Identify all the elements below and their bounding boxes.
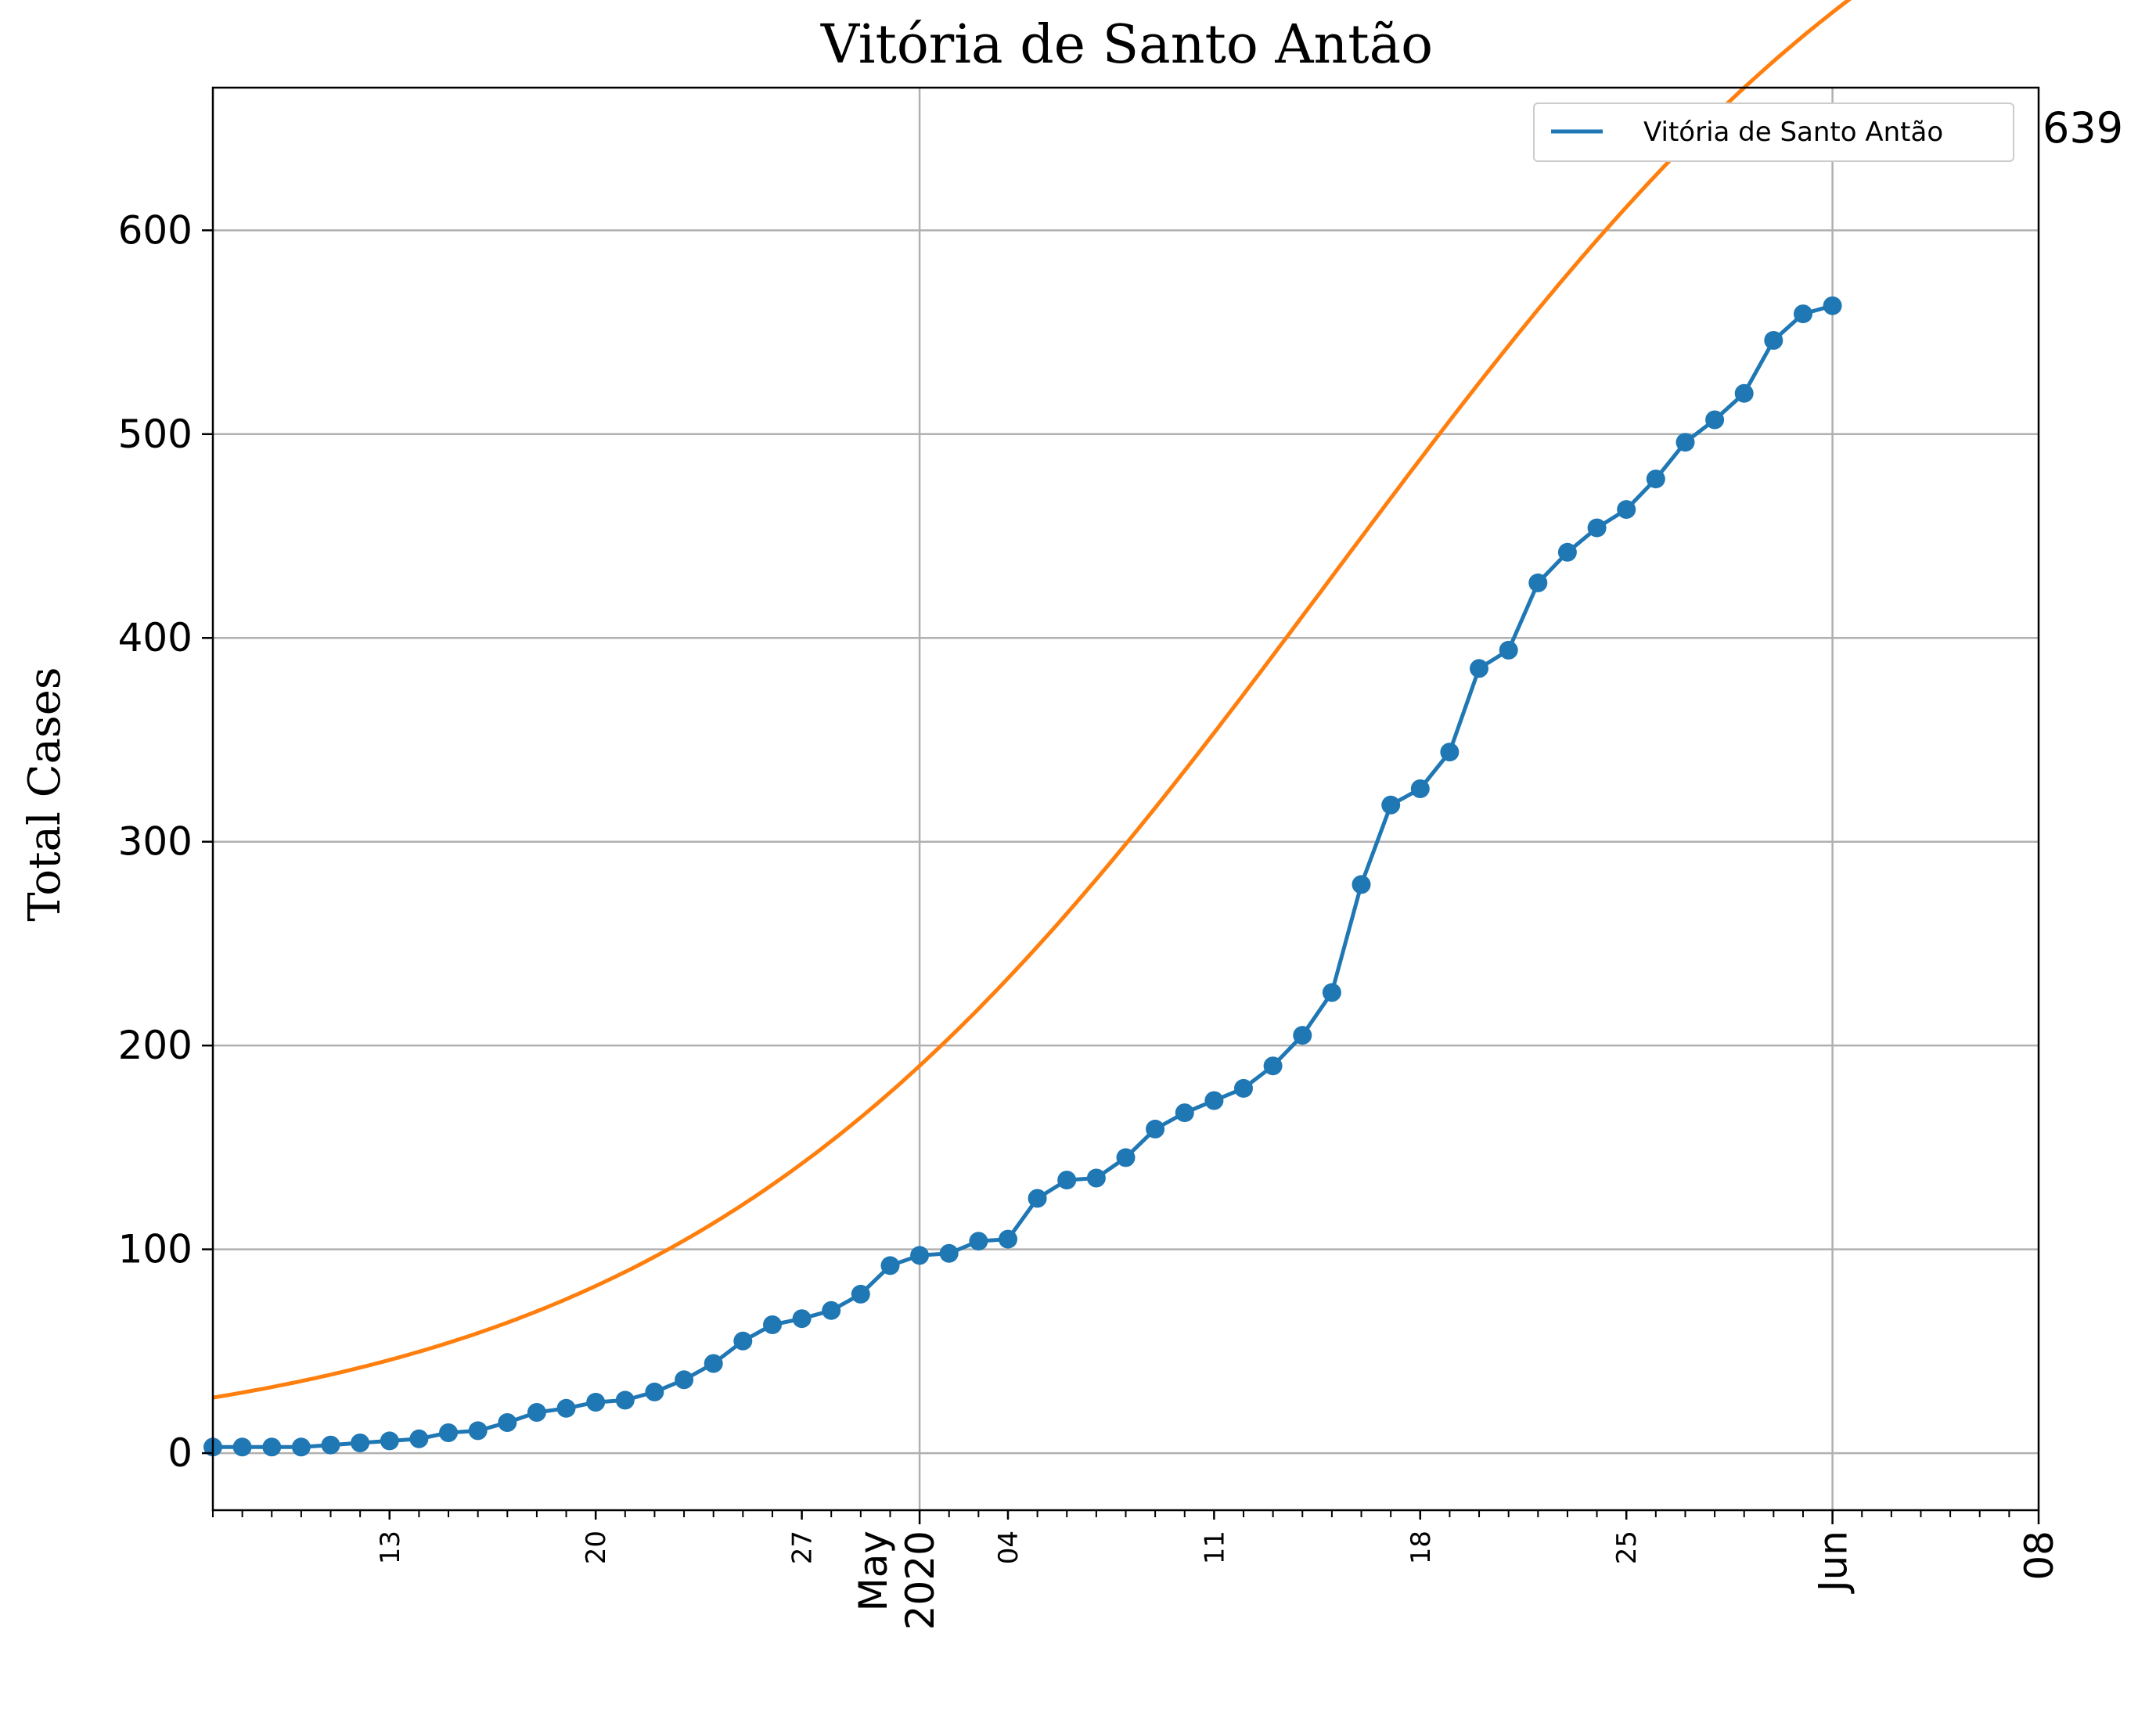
fit-end-label: 639: [2043, 103, 2123, 153]
data-point: [1352, 875, 1371, 894]
y-tick-label: 500: [118, 412, 193, 457]
grid: [213, 88, 2039, 1510]
data-point: [439, 1423, 458, 1442]
y-tick-label: 200: [118, 1023, 193, 1068]
data-point: [792, 1309, 812, 1329]
data-point: [880, 1256, 900, 1275]
data-point: [969, 1232, 988, 1251]
data-point: [851, 1284, 870, 1304]
data-point: [380, 1431, 399, 1451]
data-point: [1204, 1091, 1224, 1110]
y-tick-label: 100: [118, 1227, 193, 1272]
data-point: [1322, 983, 1341, 1002]
data-point: [1381, 795, 1401, 815]
data-point: [1234, 1078, 1253, 1098]
x-tick-label: 13: [375, 1531, 406, 1564]
data-point: [1470, 659, 1488, 678]
data-point: [1440, 743, 1460, 762]
x-tick-label: 18: [1406, 1531, 1437, 1564]
data-point: [262, 1437, 282, 1457]
x-tick-label: 20: [581, 1531, 612, 1564]
x-tick-label-major: 08: [2017, 1531, 2062, 1581]
data-point: [704, 1354, 723, 1373]
chart-title: Vitória de Santo Antão: [820, 14, 1433, 76]
data-point: [1086, 1168, 1106, 1188]
data-point: [1617, 500, 1636, 520]
data-point: [1028, 1189, 1047, 1208]
data-point: [1263, 1056, 1283, 1076]
data-point: [321, 1435, 340, 1455]
data-point: [468, 1421, 488, 1441]
y-axis: 0 100 200 300 400 500 600: [118, 207, 213, 1476]
data-point: [1175, 1103, 1194, 1123]
x-axis: 13 20 27 May 2020 04 11 18 25 Jun 08: [212, 1510, 2062, 1630]
data-point: [1557, 542, 1577, 562]
data-point: [1293, 1026, 1312, 1045]
data-point: [1823, 296, 1842, 315]
data-point: [1116, 1148, 1136, 1167]
x-tick-label: 27: [787, 1531, 819, 1564]
data-point: [527, 1403, 546, 1422]
data-point: [999, 1229, 1017, 1249]
y-tick-label: 0: [167, 1430, 193, 1476]
y-tick-label: 600: [118, 207, 193, 253]
legend-box: [1533, 103, 2014, 162]
data-point: [498, 1413, 517, 1432]
fit-curve-layer: [212, 0, 1852, 1400]
legend-label: Vitória de Santo Antão: [1643, 117, 1943, 148]
data-point: [1675, 433, 1695, 452]
x-tick-label: 25: [1611, 1531, 1643, 1564]
y-tick-label: 300: [118, 819, 193, 865]
x-tick-label-major: Jun: [1811, 1531, 1856, 1594]
data-point: [1587, 518, 1607, 538]
x-tick-label: 11: [1199, 1531, 1230, 1564]
data-point: [1057, 1171, 1077, 1190]
data-point: [556, 1398, 576, 1418]
data-point: [1734, 383, 1754, 403]
data-point: [615, 1390, 635, 1410]
data-point: [763, 1315, 782, 1334]
data-point: [586, 1393, 606, 1412]
x-tick-label: 04: [993, 1531, 1024, 1564]
y-axis-label: Total Cases: [20, 667, 70, 921]
data-point: [1794, 304, 1812, 324]
data-point: [351, 1434, 370, 1452]
series-layer: [203, 296, 1842, 1457]
data-point: [1499, 640, 1518, 660]
fit-curve: [212, 0, 1852, 1400]
data-point: [645, 1382, 664, 1401]
data-point: [1646, 469, 1665, 489]
x-tick-label-major: May: [851, 1531, 896, 1611]
data-point: [822, 1300, 841, 1320]
y-tick-label: 400: [118, 615, 193, 660]
data-point: [910, 1246, 930, 1265]
data-point: [1764, 331, 1783, 350]
data-point: [1410, 779, 1430, 798]
data-point: [1146, 1119, 1165, 1139]
legend: Vitória de Santo Antão: [1533, 103, 2014, 162]
data-point: [291, 1437, 311, 1457]
data-point: [733, 1331, 753, 1351]
data-point: [232, 1437, 252, 1457]
data-point: [409, 1429, 429, 1448]
data-point: [675, 1370, 694, 1390]
data-point: [939, 1243, 959, 1263]
data-point: [1528, 573, 1548, 592]
x-tick-label-major: 2020: [898, 1531, 943, 1630]
data-point: [1705, 410, 1725, 430]
